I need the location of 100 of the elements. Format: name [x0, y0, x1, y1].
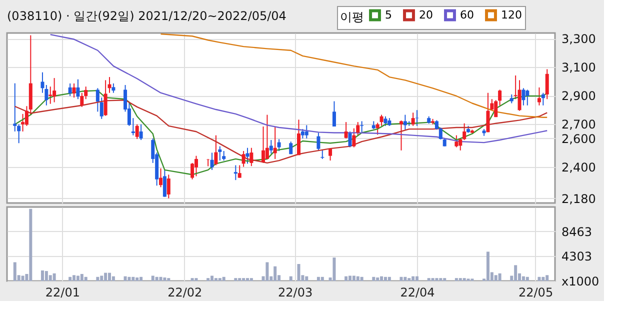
bar	[320, 276, 324, 281]
candlestick	[166, 174, 170, 199]
bar	[167, 278, 170, 281]
candlestick	[545, 68, 549, 100]
bar	[246, 278, 249, 281]
candlestick	[498, 89, 502, 106]
candlestick	[360, 120, 364, 133]
chart-title: (038110) · 일간(92일) 2021/12/20~2022/05/04	[7, 9, 286, 23]
bar	[132, 276, 135, 281]
candlestick	[486, 92, 490, 133]
candlestick	[206, 158, 210, 167]
bar	[526, 276, 529, 281]
candlestick	[541, 92, 545, 106]
bar	[486, 252, 490, 281]
candlestick	[265, 114, 269, 160]
bar	[408, 278, 411, 281]
y-tick-label: 2,600	[562, 132, 596, 146]
candlestick	[80, 92, 84, 108]
candlestick	[316, 132, 320, 151]
bar	[100, 276, 104, 281]
bar	[159, 276, 162, 281]
bar	[522, 276, 525, 281]
candlestick	[214, 134, 218, 166]
bar	[21, 276, 24, 281]
bar	[238, 278, 242, 281]
candlestick	[526, 89, 530, 106]
legend-label: 5	[385, 8, 392, 22]
bar	[206, 278, 210, 281]
bar	[332, 258, 336, 281]
bar	[48, 275, 52, 281]
bar	[76, 276, 80, 281]
candlestick	[234, 164, 238, 181]
candlestick	[139, 124, 143, 141]
candlestick	[403, 114, 407, 130]
bar	[514, 265, 518, 281]
candlestick	[522, 88, 526, 106]
y-tick-label: 4303	[562, 249, 592, 264]
bar	[404, 276, 407, 281]
bar	[222, 276, 226, 281]
candlestick	[289, 141, 293, 155]
bar	[242, 278, 246, 281]
bar	[72, 275, 76, 281]
bar	[462, 278, 466, 281]
candlestick	[238, 164, 242, 178]
candlestick	[194, 155, 198, 177]
candlestick	[104, 80, 108, 116]
bar	[163, 277, 166, 281]
bar	[412, 276, 415, 281]
x-tick-label: 22/03	[278, 286, 313, 300]
legend-label: 120	[501, 8, 522, 22]
candlestick	[72, 82, 76, 98]
bar	[140, 276, 143, 281]
candlestick	[537, 86, 541, 106]
candlestick	[242, 150, 246, 168]
bar	[344, 276, 348, 281]
candlestick	[384, 116, 388, 126]
candlestick	[76, 78, 80, 100]
candlestick	[269, 140, 273, 154]
candlestick	[159, 168, 163, 188]
bar	[29, 208, 32, 281]
bar	[84, 276, 88, 281]
bar	[305, 276, 308, 281]
y-tick-label: x1000	[562, 274, 600, 288]
candlestick	[112, 82, 116, 94]
bar	[80, 274, 84, 281]
bar	[384, 276, 387, 281]
candlestick	[52, 78, 56, 103]
candlestick	[68, 82, 72, 96]
candlestick	[48, 86, 52, 104]
bar	[400, 276, 403, 281]
candlestick	[135, 124, 139, 140]
y-tick-label: 2,180	[562, 192, 596, 206]
candlestick	[273, 126, 277, 160]
x-tick-label: 22/04	[400, 286, 435, 300]
bar	[151, 276, 154, 281]
bar	[104, 272, 108, 281]
bar	[289, 276, 292, 281]
bar	[360, 276, 364, 281]
bar	[538, 276, 541, 281]
y-tick-label: 2,900	[562, 89, 596, 104]
legend-label: 20	[419, 8, 433, 22]
candlestick	[411, 112, 415, 126]
bar	[218, 278, 222, 281]
bar	[190, 278, 194, 281]
candlestick	[304, 124, 308, 139]
y-tick-label: 2,700	[562, 118, 596, 132]
bar	[376, 277, 380, 281]
candlestick	[344, 122, 348, 139]
bar	[40, 270, 44, 281]
bar	[136, 277, 139, 281]
bar	[431, 278, 434, 281]
y-tick-label: 3,100	[562, 60, 596, 75]
bar	[542, 276, 545, 281]
candlestick	[262, 126, 266, 164]
candlestick	[13, 82, 17, 132]
bar	[494, 275, 498, 281]
candlestick	[380, 114, 384, 126]
candlestick	[210, 152, 214, 170]
candlestick	[162, 169, 166, 198]
candlestick	[399, 120, 403, 151]
